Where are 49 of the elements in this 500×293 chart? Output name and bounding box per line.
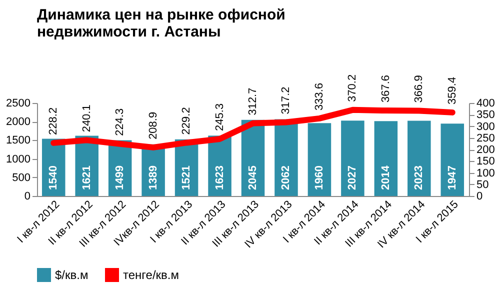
y2-tick-label: 300 [476,120,495,133]
bar [440,124,464,196]
data-label: 367.6 [380,75,392,103]
y2-tick-label: 400 [476,98,495,110]
data-label: 1623 [214,166,226,190]
y2-tick-label: 100 [476,167,495,180]
data-label: 1521 [180,166,193,190]
data-label: 229.2 [180,107,193,135]
y-tick-label: 2500 [6,98,30,110]
data-label: 370.2 [346,74,359,102]
data-label: 1389 [147,166,160,190]
data-label: 2062 [280,166,292,190]
y-tick-label: 1000 [6,153,30,166]
y2-tick-label: 0 [476,190,483,202]
data-label: 245.3 [214,103,226,131]
data-label: 359.4 [446,76,458,104]
data-label: 224.3 [114,108,126,136]
legend-label: тенге/кв.м [123,268,179,282]
data-label: 2014 [380,164,392,190]
bar [341,120,364,196]
y2-tick-label: 200 [476,144,495,156]
data-label: 2045 [247,166,259,190]
data-label: 240.1 [80,104,93,132]
data-label: 2027 [346,166,359,190]
y-tick-label: 1500 [6,134,30,147]
bar [308,123,332,196]
data-label: 366.9 [413,75,426,103]
data-label: 1540 [48,166,60,190]
y2-tick-label: 50 [476,178,489,191]
data-label: 1960 [313,166,326,190]
data-label: 208.9 [147,112,160,140]
bar [408,120,431,196]
data-label: 228.2 [48,107,60,135]
data-label: 333.6 [313,82,326,110]
y2-tick-label: 150 [476,156,495,168]
data-label: 317.2 [280,86,292,114]
y2-tick-label: 250 [476,132,495,144]
bar [374,121,398,196]
data-label: 2023 [413,166,426,190]
data-label: 312.7 [247,88,259,116]
y-tick-label: 500 [12,172,30,184]
y-tick-label: 2000 [6,116,30,128]
y2-tick-label: 350 [476,109,495,122]
y-tick-label: 0 [24,190,30,202]
legend-label: $/кв.м [55,268,88,282]
data-label: 1947 [446,166,458,190]
chart-title: Динамика цен на рынке офисной недвижимости г. Астаны [37,6,286,40]
data-label: 1499 [114,166,126,190]
data-label: 1621 [80,166,93,190]
